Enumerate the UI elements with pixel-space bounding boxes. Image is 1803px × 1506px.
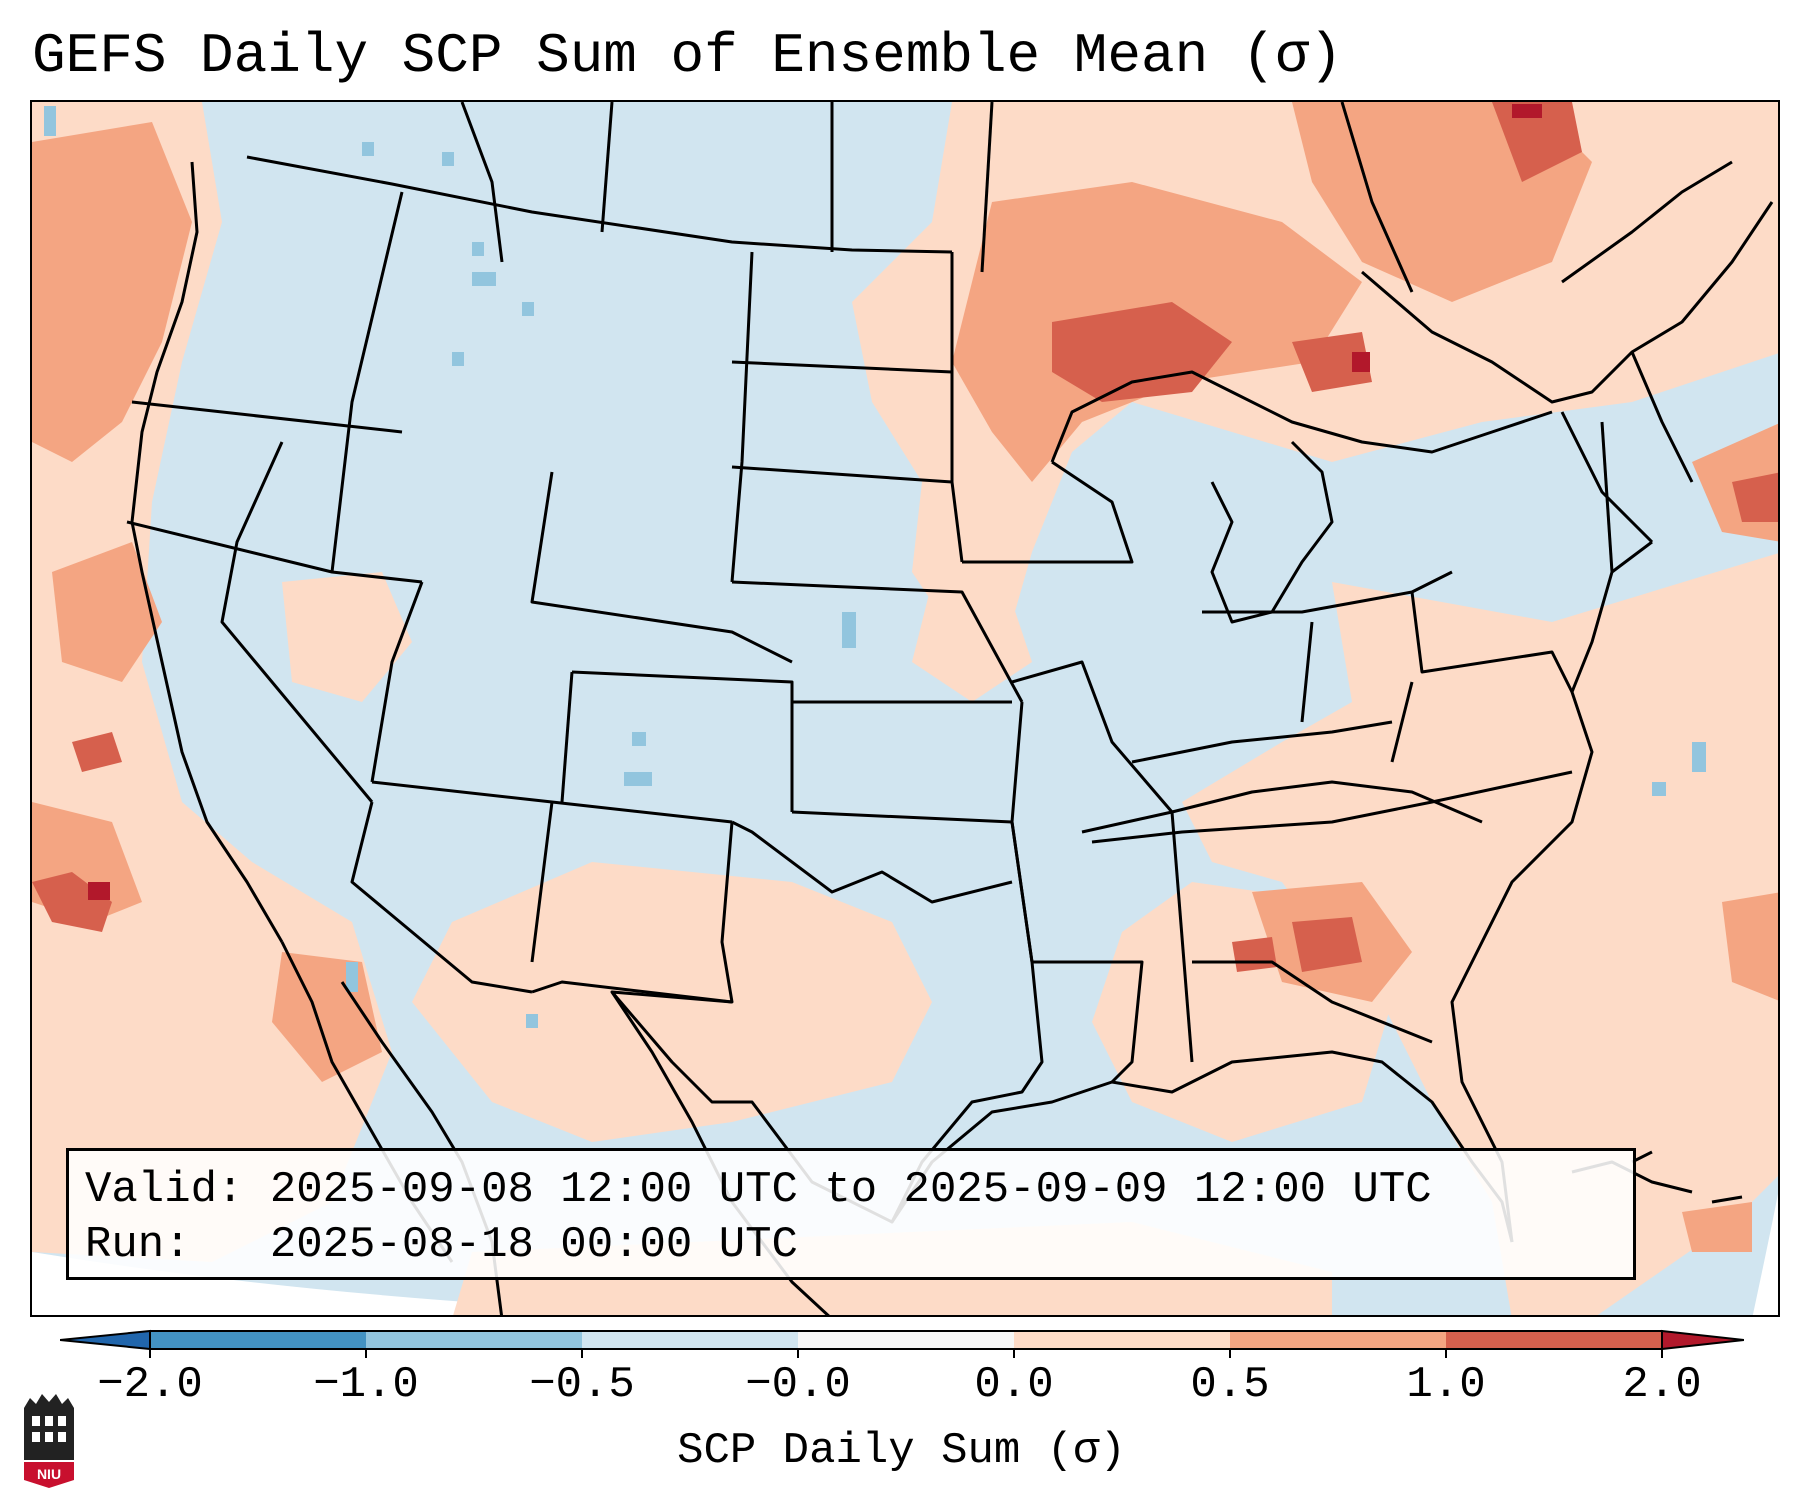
us-canada-border [246,155,953,254]
logo-shield [24,1462,74,1488]
logo-text: NIU [37,1466,61,1482]
colorbar-extend-low [60,1329,151,1351]
field-positive-strong [32,102,1778,972]
colorbar-tick-label: −1.0 [313,1360,419,1410]
field-positive-max [88,104,1542,900]
colorbar-bin [582,1331,798,1349]
colorbar-bin [366,1331,582,1349]
colorbar-tick-label: 1.0 [1406,1360,1486,1410]
colorbar-tick-label: −0.0 [745,1360,851,1410]
chart-title: GEFS Daily SCP Sum of Ensemble Mean (σ) [32,24,1343,88]
colorbar-bin [1446,1331,1662,1349]
map-panel [30,100,1780,1317]
domain-edge-se [1752,1193,1778,1315]
map-canvas [32,102,1778,1315]
run-value: 2025-08-18 00:00 UTC [269,1220,798,1270]
colorbar-tick-label: −2.0 [97,1360,203,1410]
colorbar-bin [1014,1331,1230,1349]
domain-edge-sw [32,1252,715,1315]
valid-row: Valid: 2025-09-08 12:00 UTC to 2025-09-0… [85,1163,1617,1218]
valid-run-info-box: Valid: 2025-09-08 12:00 UTC to 2025-09-0… [66,1148,1636,1280]
colorbar-ticks [149,1349,1663,1358]
colorbar-tick-label: −0.5 [529,1360,635,1410]
colorbar-bin [798,1331,1014,1349]
niu-logo-icon: NIU [24,1394,74,1488]
logo-building [24,1394,74,1460]
colorbar-tick-label: 0.5 [1190,1360,1270,1410]
valid-value: 2025-09-08 12:00 UTC to 2025-09-09 12:00… [269,1165,1432,1215]
valid-label: Valid: [85,1165,244,1215]
colorbar-title: SCP Daily Sum (σ) [677,1426,1126,1476]
boundaries [126,102,1774,1315]
atlantic-coastline [1450,540,1653,1243]
colorbar-tick-label: 0.0 [974,1360,1054,1410]
colorbar-bin [1230,1331,1446,1349]
colorbar-outline [149,1330,1663,1350]
run-row: Run: 2025-08-18 00:00 UTC [85,1218,1617,1273]
field-negative-light [44,106,1706,1028]
colorbar-extend-high [1661,1329,1744,1351]
colorbar-bin [150,1331,366,1349]
colorbar [60,1329,1744,1358]
colorbar-tick-label: 2.0 [1622,1360,1702,1410]
pacific-coastline [130,161,284,943]
run-label: Run: [85,1220,191,1270]
